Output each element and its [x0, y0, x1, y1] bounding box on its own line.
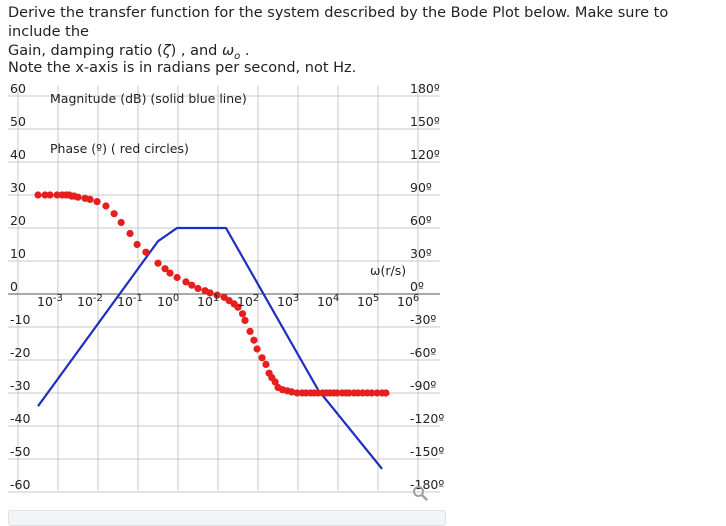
- phase-point: [161, 265, 169, 273]
- phase-point: [258, 354, 266, 362]
- magnitude-annotation: Magnitude (dB) (solid blue line): [50, 91, 247, 106]
- question-line-1: Derive the transfer function for the sys…: [8, 5, 669, 40]
- phase-tick-label: 90º: [410, 180, 432, 195]
- phase-tick-label: -180º: [410, 477, 444, 492]
- phase-point: [86, 195, 94, 203]
- phase-point: [142, 248, 150, 256]
- frequency-tick-label: 10-2: [77, 293, 103, 309]
- magnitude-tick-label: 40: [10, 147, 26, 162]
- phase-tick-label: 60º: [410, 213, 432, 228]
- phase-point: [262, 360, 270, 368]
- omega-subscript: o: [234, 50, 241, 62]
- magnitude-tick-label: -40: [10, 411, 30, 426]
- question-line-2-prefix: Gain, damping ratio (: [8, 43, 163, 59]
- phase-point: [46, 191, 54, 199]
- chart-labels: Magnitude (dB) (solid blue line) Phase (…: [50, 91, 406, 278]
- zeta-symbol: ζ: [162, 43, 171, 59]
- omega-symbol: ω: [221, 43, 235, 59]
- phase-tick-label: 150º: [410, 114, 440, 129]
- phase-point: [188, 281, 196, 289]
- x-axis-label: ω(r/s): [370, 263, 406, 278]
- phase-tick-label: 0º: [410, 279, 424, 294]
- phase-point: [154, 259, 162, 267]
- phase-tick-label: -90º: [410, 378, 436, 393]
- magnitude-tick-label: -60: [10, 477, 30, 492]
- phase-tick-label: 120º: [410, 147, 440, 162]
- phase-point: [373, 389, 381, 397]
- phase-point: [238, 310, 247, 318]
- magnifier-icon[interactable]: [412, 485, 428, 501]
- frequency-tick-labels: 10-3 10-2 10-1 100 101 102 103 104 105 106: [37, 293, 419, 309]
- phase-point: [253, 345, 261, 353]
- magnitude-tick-label: 30: [10, 180, 26, 195]
- magnitude-tick-labels: 60 50 40 30 20 10 0 -10 -20 -30 -40 -50 -60: [10, 81, 30, 492]
- question-line-2-mid: ) , and: [170, 43, 222, 59]
- phase-point: [234, 303, 242, 311]
- phase-point: [34, 191, 42, 199]
- phase-point: [173, 273, 181, 282]
- phase-point: [117, 218, 125, 227]
- phase-tick-labels: 180º 150º 120º 90º 60º 30º 0º -30º -60º -90º -120º…: [410, 81, 444, 492]
- phase-point: [271, 378, 279, 386]
- note-text: Note the x-axis is in radians per second…: [8, 60, 357, 76]
- frequency-tick-label: 106: [397, 293, 419, 309]
- phase-point: [166, 269, 174, 277]
- magnitude-tick-label: 60: [10, 81, 26, 96]
- phase-point: [126, 229, 134, 238]
- question-line-2: Gain, damping ratio (ζ) , and ωo .: [8, 42, 720, 66]
- phase-point: [382, 389, 390, 397]
- phase-series: [34, 191, 390, 397]
- phase-point: [74, 193, 82, 201]
- phase-tick-label: -30º: [410, 312, 436, 327]
- phase-tick-label: -120º: [410, 411, 444, 426]
- phase-tick-label: -150º: [410, 444, 444, 459]
- frequency-tick-label: 105: [357, 293, 379, 309]
- phase-point: [102, 202, 110, 210]
- frequency-tick-label: 101: [197, 293, 219, 309]
- frequency-tick-label: 102: [237, 293, 259, 309]
- grid: [8, 86, 440, 493]
- magnitude-tick-label: -30: [10, 378, 30, 393]
- frequency-tick-label: 10-3: [37, 293, 63, 309]
- answer-box[interactable]: [8, 510, 446, 526]
- magnitude-tick-label: 20: [10, 213, 26, 228]
- frequency-tick-label: 10-1: [117, 293, 143, 309]
- phase-point: [194, 284, 202, 293]
- frequency-tick-label: 104: [317, 293, 339, 309]
- phase-point: [206, 289, 214, 297]
- phase-point: [213, 291, 221, 299]
- phase-point: [368, 389, 376, 397]
- question-line-2-suffix: .: [240, 43, 250, 59]
- phase-point: [133, 240, 141, 249]
- phase-tick-label: 180º: [410, 81, 440, 96]
- phase-point: [293, 389, 301, 397]
- magnitude-tick-label: -50: [10, 444, 30, 459]
- phase-point: [182, 278, 190, 286]
- magnitude-series: [37, 226, 383, 470]
- frequency-tick-label: 103: [277, 293, 299, 309]
- question-text: Derive the transfer function for the sys…: [8, 4, 720, 66]
- magnitude-tick-label: 10: [10, 246, 26, 261]
- frequency-tick-label: 100: [157, 293, 179, 309]
- phase-point: [333, 389, 341, 397]
- phase-point: [345, 389, 353, 397]
- phase-point: [250, 336, 258, 344]
- phase-point: [93, 198, 101, 206]
- phase-annotation: Phase (º) ( red circles): [50, 141, 189, 156]
- phase-point: [241, 316, 249, 324]
- magnitude-line: [37, 226, 383, 470]
- magnitude-tick-label: 50: [10, 114, 26, 129]
- phase-point: [53, 191, 61, 199]
- phase-point: [246, 327, 254, 335]
- magnitude-tick-label: -20: [10, 345, 30, 360]
- magnitude-tick-label: -10: [10, 312, 30, 327]
- phase-point: [41, 191, 49, 199]
- phase-point: [288, 388, 296, 396]
- magnitude-tick-label: 0: [10, 279, 18, 294]
- phase-tick-label: -60º: [410, 345, 436, 360]
- phase-point: [110, 210, 118, 218]
- phase-tick-label: 30º: [410, 246, 432, 261]
